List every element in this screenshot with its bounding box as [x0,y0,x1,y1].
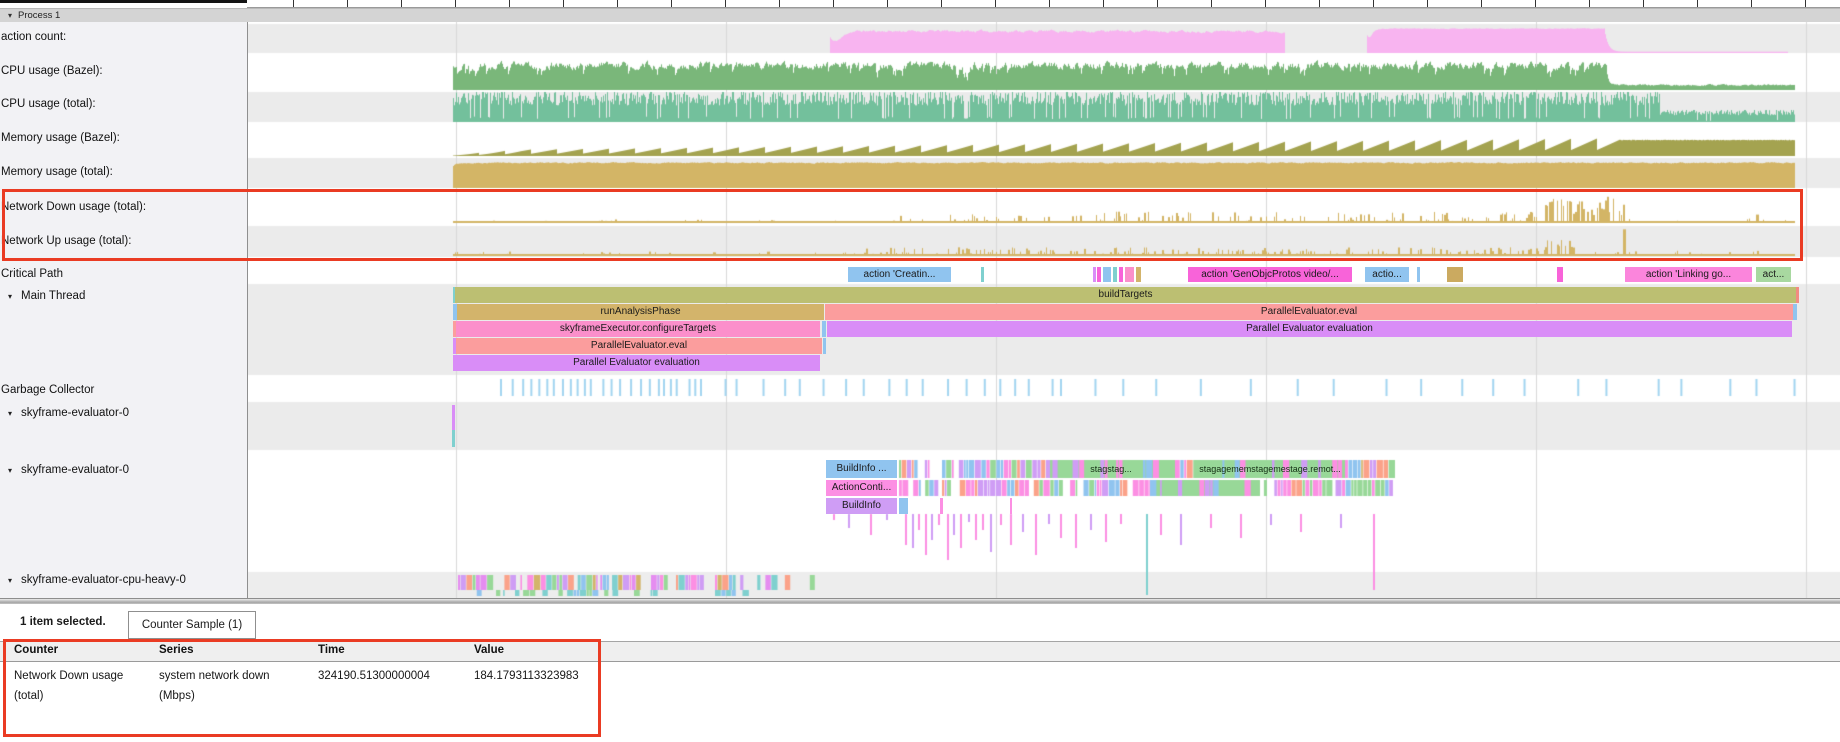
trace-span-sliver[interactable] [453,338,456,354]
trace-span-sliver[interactable] [822,321,826,337]
trace-span-sliver[interactable] [1417,267,1420,282]
time-ruler[interactable] [247,0,1840,8]
cell-value: 184.1793113323983 [474,670,579,682]
trace-span[interactable]: runAnalysisPhase [457,304,824,320]
sidebar-track-cpu-usage-bazel-[interactable]: CPU usage (Bazel): [1,64,103,78]
trace-span-sliver[interactable] [1119,267,1123,282]
sidebar-track-cpu-usage-total-[interactable]: CPU usage (total): [1,97,96,111]
sidebar-track-main-thread[interactable]: ▾ Main Thread [1,289,85,304]
trace-span[interactable]: Parallel Evaluator evaluation [827,321,1792,337]
tab-counter-sample[interactable]: Counter Sample (1) [128,611,256,639]
trace-span-sliver[interactable] [1010,498,1012,514]
trace-span[interactable]: skyframeExecutor.configureTargets [456,321,820,337]
trace-span-sliver[interactable] [452,430,455,447]
trace-span-sliver[interactable] [1097,267,1101,282]
timeline-area[interactable]: action 'Creatin... action 'GenObjcProtos … [247,22,1840,598]
trace-span[interactable]: ActionConti... [826,480,897,496]
triangle-down-icon[interactable]: ▾ [8,292,13,301]
trace-span-sliver[interactable] [453,321,456,337]
trace-span[interactable]: ParallelEvaluator.eval [456,338,822,354]
trace-span-sliver[interactable] [453,304,457,320]
track-label: skyframe-evaluator-cpu-heavy-0 [21,574,186,586]
sidebar-track-network-up-usage-total-[interactable]: Network Up usage (total): [1,234,131,248]
cell-time: 324190.51300000004 [318,670,430,682]
triangle-down-icon[interactable]: ▾ [8,11,13,20]
track-label: Memory usage (Bazel): [1,132,120,144]
trace-span[interactable]: ParallelEvaluator.eval [825,304,1793,320]
triangle-down-icon[interactable]: ▾ [8,576,13,585]
trace-span-sliver[interactable] [940,498,943,514]
trace-span-sliver[interactable] [981,267,984,282]
trace-span-sliver[interactable] [823,338,826,354]
trace-span[interactable]: action 'GenObjcProtos video/... [1188,267,1352,282]
selection-status: 1 item selected. [20,616,106,628]
track-label: skyframe-evaluator-0 [21,464,130,476]
sidebar-track-memory-usage-bazel-[interactable]: Memory usage (Bazel): [1,131,120,145]
sidebar-track-skyframe-evaluator-0[interactable]: ▾ skyframe-evaluator-0 [1,406,129,421]
trace-span-sliver[interactable] [1136,267,1141,282]
cell-series: (Mbps) [159,690,195,702]
trace-span[interactable]: action 'Creatin... [848,267,951,282]
trace-span[interactable]: Parallel Evaluator evaluation [453,355,820,371]
detail-table-header: Counter Series Time Value [0,641,1840,662]
track-label: Network Up usage (total): [1,235,132,247]
trace-span-sliver[interactable] [453,287,455,303]
track-label: action count: [1,31,67,43]
trace-span-sliver[interactable] [1103,267,1111,282]
column-header-time[interactable]: Time [318,644,345,656]
network-rows-highlight [2,189,1803,261]
detail-table-highlight [3,639,601,737]
cell-counter: Network Down usage [14,670,124,682]
cell-series: system network down [159,670,270,682]
track-label: Main Thread [21,290,86,302]
trace-span[interactable]: BuildInfo ... [826,460,897,478]
cell-counter: (total) [14,690,44,702]
trace-span-sliver[interactable] [1093,267,1096,282]
track-sidebar: action count: CPU usage (Bazel): CPU usage… [0,22,248,598]
column-header-value[interactable]: Value [474,644,505,656]
ruler-ticks [247,0,1840,7]
track-label: Garbage Collector [1,384,95,396]
triangle-down-icon[interactable]: ▾ [8,409,13,418]
trace-span-sliver[interactable] [1796,287,1799,303]
column-header-counter[interactable]: Counter [14,644,59,656]
trace-span[interactable]: actio... [1365,267,1409,282]
sidebar-track-skyframe-evaluator-0[interactable]: ▾ skyframe-evaluator-0 [1,463,129,478]
trace-span[interactable]: action 'Linking go... [1625,267,1752,282]
trace-span-sliver[interactable] [1557,267,1563,282]
trace-span-sliver[interactable] [1113,267,1117,282]
trace-span-sliver[interactable] [1125,267,1134,282]
track-label: skyframe-evaluator-0 [21,407,130,419]
trace-span[interactable]: act... [1756,267,1791,282]
details-panel: 1 item selected. Counter Sample (1) Coun… [0,604,1840,742]
trace-span-label: stagagememstagemestage.remot... [1199,464,1341,474]
track-label: Network Down usage (total): [1,201,147,213]
sidebar-track-network-down-usage-total-[interactable]: Network Down usage (total): [1,200,146,214]
triangle-down-icon[interactable]: ▾ [8,466,13,475]
track-label: Memory usage (total): [1,166,113,178]
sidebar-track-garbage-collector[interactable]: Garbage Collector [1,383,94,397]
sidebar-track-memory-usage-total-[interactable]: Memory usage (total): [1,165,113,179]
trace-span[interactable]: BuildInfo [826,498,897,514]
trace-span-sliver[interactable] [1447,267,1463,282]
track-label: Critical Path [1,268,63,280]
trace-span[interactable]: buildTargets [455,287,1796,303]
track-label: CPU usage (total): [1,98,96,110]
track-label: CPU usage (Bazel): [1,65,103,77]
sidebar-track-action-count-[interactable]: action count: [1,30,66,44]
panel-divider[interactable] [0,598,1840,605]
trace-span-sliver[interactable] [899,498,908,514]
ruler-left-bar [0,0,247,3]
column-header-series[interactable]: Series [159,644,194,656]
process-title: Process 1 [18,10,61,21]
trace-span-label: stagstag... [1090,464,1132,474]
sidebar-track-skyframe-evaluator-cpu-heavy-0[interactable]: ▾ skyframe-evaluator-cpu-heavy-0 [1,573,186,588]
trace-span-sliver[interactable] [1793,304,1797,320]
sidebar-track-critical-path[interactable]: Critical Path [1,267,63,281]
trace-span-sliver[interactable] [452,405,455,430]
